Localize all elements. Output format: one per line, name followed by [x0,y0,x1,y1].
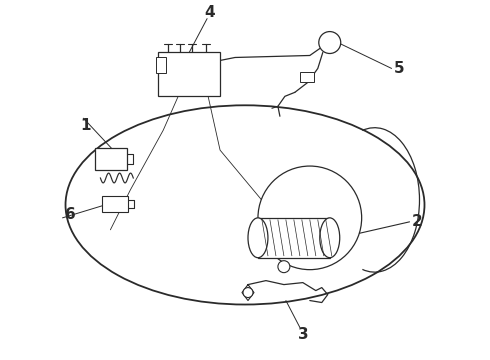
Ellipse shape [66,105,424,305]
Circle shape [319,32,341,54]
Bar [300,72,314,82]
Text: 4: 4 [205,5,216,20]
Bar [158,53,220,96]
Circle shape [243,288,253,298]
Bar [258,218,330,258]
Text: 6: 6 [65,207,76,222]
Text: 3: 3 [297,327,308,342]
Circle shape [278,261,290,273]
Circle shape [258,166,362,270]
Text: 5: 5 [394,61,405,76]
Ellipse shape [248,218,268,258]
Bar [96,148,127,170]
Text: 1: 1 [80,118,91,133]
Bar [156,58,166,73]
Ellipse shape [320,218,340,258]
Text: 2: 2 [412,214,423,229]
Bar [102,196,128,212]
